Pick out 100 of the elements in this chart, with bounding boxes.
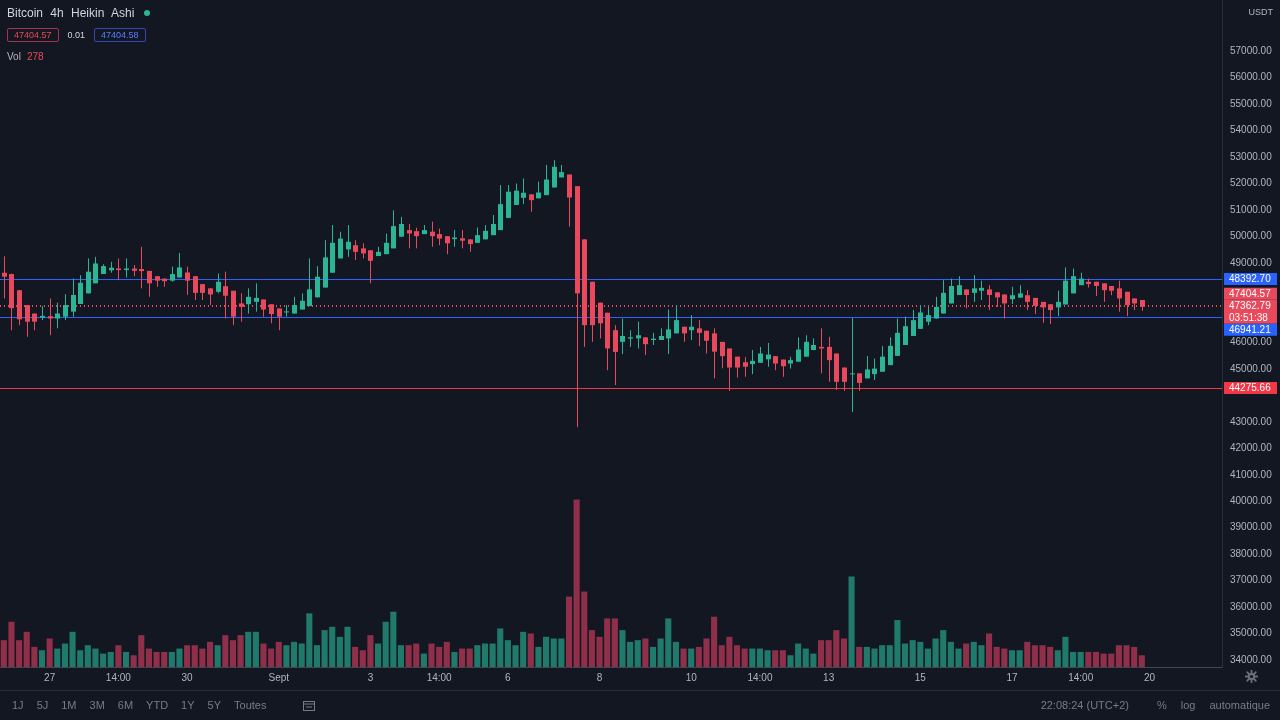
candlestick: [552, 159, 557, 188]
candlestick: [544, 164, 549, 196]
bar: [901, 643, 909, 667]
bar: [107, 651, 114, 667]
bar: [481, 643, 489, 667]
bar: [986, 633, 993, 667]
candlestick: [1002, 293, 1007, 320]
bar: [741, 648, 748, 667]
bar: [680, 648, 687, 667]
bar: [237, 635, 244, 667]
bar: [840, 638, 847, 667]
candlestick: [727, 347, 732, 392]
y-tick-label: 45000.00: [1230, 362, 1273, 374]
x-tick-label: 20: [1143, 671, 1156, 683]
y-tick-label: 35000.00: [1230, 627, 1273, 639]
text: Bitcoin 4h Heikin Ashi: [7, 6, 135, 20]
candlestick: [1071, 268, 1076, 294]
text: 5Y: [207, 699, 222, 711]
candlestick: [804, 334, 809, 358]
text: 1Y: [181, 699, 195, 711]
candlestick: [124, 257, 129, 278]
bar: [252, 631, 259, 667]
candlestick: [911, 309, 916, 337]
candlestick: [880, 345, 885, 373]
bar: [115, 645, 122, 667]
bar: [474, 645, 481, 667]
bar: [963, 643, 970, 667]
y-tick-label: 40000.00: [1230, 494, 1273, 506]
bar: [206, 641, 214, 667]
bar: [924, 648, 932, 667]
candlestick: [972, 274, 977, 303]
y-tick-label: 53000.00: [1230, 150, 1273, 162]
candlestick: [353, 239, 358, 261]
candlestick: [407, 223, 412, 249]
candlestick: [1048, 303, 1053, 325]
x-tick-label: 14:00: [105, 671, 132, 683]
bar: [1008, 650, 1016, 667]
annotation: 278: [26, 51, 44, 62]
text: 5J: [36, 699, 49, 711]
candlestick: [697, 319, 702, 347]
candlestick: [521, 177, 526, 205]
candlestick: [93, 256, 98, 284]
candlestick: [1102, 282, 1107, 303]
candlestick: [979, 280, 984, 301]
candlestick: [346, 224, 351, 258]
text: 3M: [89, 699, 105, 711]
bar: [222, 635, 229, 667]
candlestick: [620, 318, 625, 355]
candlestick: [391, 209, 396, 249]
x-tick-label: 13: [823, 671, 835, 683]
candlestick: [193, 275, 198, 301]
candlestick: [957, 275, 962, 296]
candlestick: [315, 265, 320, 298]
candlestick: [895, 318, 900, 357]
candlestick: [949, 278, 954, 304]
bar: [649, 646, 657, 667]
x-tick-label: 14:00: [747, 671, 773, 683]
x-tick-label: 17: [1006, 671, 1018, 683]
candlestick: [712, 327, 717, 379]
y-tick-label: 42000.00: [1230, 442, 1273, 454]
y-tick-label: 54000.00: [1230, 124, 1273, 136]
x-tick-label: 14:00: [1068, 671, 1094, 683]
candlestick: [926, 306, 931, 326]
y-tick-label: 41000.00: [1230, 468, 1273, 480]
bar: [1024, 641, 1031, 667]
bar: [283, 645, 290, 667]
bar: [749, 648, 756, 667]
text: YTD: [146, 699, 169, 711]
candlestick: [1063, 266, 1068, 306]
candlestick: [78, 274, 83, 305]
annotation: 0.01: [66, 30, 87, 40]
bar: [420, 653, 427, 667]
text: %: [1156, 699, 1167, 711]
y-axis-title: USDT: [1248, 7, 1273, 17]
bar: [672, 641, 679, 667]
bar: [817, 640, 825, 667]
bar: [535, 646, 542, 667]
candlestick: [63, 293, 68, 321]
ref-line-label: 47404.57: [1229, 287, 1272, 299]
candlestick: [414, 227, 419, 249]
bar: [733, 645, 741, 667]
candlestick: [827, 336, 832, 383]
bar: [352, 646, 359, 667]
y-tick-label: 56000.00: [1230, 71, 1273, 83]
y-tick-label: 51000.00: [1230, 203, 1273, 215]
bar: [275, 641, 282, 667]
candlestick: [850, 317, 855, 413]
y-tick-label: 49000.00: [1230, 256, 1273, 268]
bar: [466, 648, 473, 667]
candlestick: [796, 336, 801, 363]
candlestick: [888, 336, 893, 366]
text: 6M: [117, 699, 134, 711]
candlestick: [445, 235, 450, 255]
x-tick-label: 27: [44, 671, 56, 683]
x-tick-label: 3: [367, 671, 374, 683]
bar: [290, 641, 298, 667]
candlestick: [338, 231, 343, 259]
bar: [772, 650, 779, 667]
text: 1J: [12, 699, 24, 711]
candlestick: [2, 255, 7, 299]
